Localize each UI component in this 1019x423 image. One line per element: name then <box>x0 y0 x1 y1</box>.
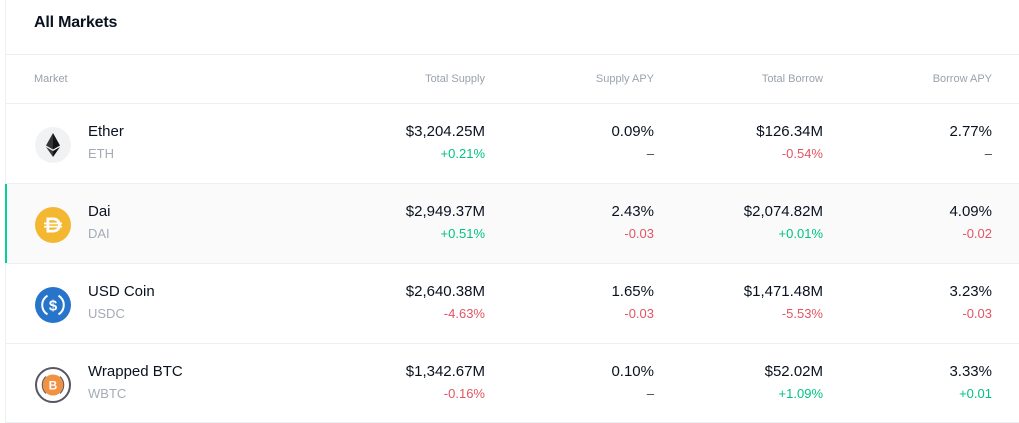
market-symbol: WBTC <box>88 386 127 401</box>
svg-text:B: B <box>49 379 58 393</box>
total-supply-value: $2,640.38M <box>405 283 485 300</box>
supply-apy-value: 2.43% <box>611 203 654 220</box>
total-borrow-change: +1.09% <box>778 386 823 401</box>
market-row-usd-coin[interactable]: $ USD Coin USDC $2,640.38M -4.63% 1.65% … <box>6 264 1019 343</box>
supply-apy-value: 1.65% <box>611 283 654 300</box>
total-borrow-value: $52.02M <box>764 363 823 380</box>
supply-apy-value: 0.09% <box>611 123 654 140</box>
borrow-apy-change: -0.03 <box>962 306 992 321</box>
borrow-apy-change: +0.01 <box>959 386 992 401</box>
divider <box>6 343 1019 344</box>
borrow-apy-change: – <box>984 146 992 161</box>
divider <box>6 54 1019 55</box>
borrow-apy-value: 2.77% <box>949 123 992 140</box>
column-header-total-supply[interactable]: Total Supply <box>425 73 485 85</box>
total-supply-value: $2,949.37M <box>405 203 485 220</box>
divider <box>6 103 1019 104</box>
total-borrow-change: +0.01% <box>778 226 823 241</box>
borrow-apy-value: 3.33% <box>949 363 992 380</box>
total-borrow-change: -0.54% <box>781 146 823 161</box>
borrow-apy-value: 4.09% <box>949 203 992 220</box>
usdc-icon: $ <box>35 287 71 323</box>
wbtc-icon: B <box>35 367 71 403</box>
market-name: Ether <box>88 123 124 140</box>
total-supply-value: $3,204.25M <box>405 123 485 140</box>
total-supply-change: -4.63% <box>443 306 485 321</box>
market-symbol: DAI <box>88 226 110 241</box>
total-borrow-value: $2,074.82M <box>743 203 823 220</box>
market-row-dai[interactable]: Dai DAI $2,949.37M +0.51% 2.43% -0.03 $2… <box>5 184 1019 263</box>
page-title: All Markets <box>34 14 118 31</box>
supply-apy-change: – <box>646 146 654 161</box>
svg-text:$: $ <box>49 298 58 315</box>
market-symbol: USDC <box>88 306 125 321</box>
all-markets-panel: All Markets Market Total Supply Supply A… <box>5 0 1019 423</box>
selected-row-indicator <box>5 184 7 263</box>
total-supply-change: -0.16% <box>443 386 485 401</box>
dai-icon <box>35 207 71 243</box>
market-name: USD Coin <box>88 283 155 300</box>
total-supply-change: +0.21% <box>440 146 485 161</box>
column-header-supply-apy[interactable]: Supply APY <box>595 73 654 85</box>
market-symbol: ETH <box>88 146 114 161</box>
supply-apy-value: 0.10% <box>611 363 654 380</box>
total-borrow-change: -5.53% <box>781 306 823 321</box>
total-borrow-value: $126.34M <box>756 123 823 140</box>
market-name: Dai <box>88 203 111 220</box>
supply-apy-change: -0.03 <box>624 226 654 241</box>
divider <box>6 263 1019 264</box>
supply-apy-change: -0.03 <box>624 306 654 321</box>
column-header-borrow-apy[interactable]: Borrow APY <box>932 73 992 85</box>
market-row-wrapped-btc[interactable]: B Wrapped BTC WBTC $1,342.67M -0.16% 0.1… <box>6 344 1019 423</box>
ether-icon <box>35 127 71 163</box>
borrow-apy-change: -0.02 <box>962 226 992 241</box>
market-row-ether[interactable]: Ether ETH $3,204.25M +0.21% 0.09% – $126… <box>6 104 1019 183</box>
total-supply-change: +0.51% <box>440 226 485 241</box>
column-header-total-borrow[interactable]: Total Borrow <box>761 73 823 85</box>
divider <box>6 183 1019 184</box>
borrow-apy-value: 3.23% <box>949 283 992 300</box>
total-borrow-value: $1,471.48M <box>743 283 823 300</box>
supply-apy-change: – <box>646 386 654 401</box>
column-header-market[interactable]: Market <box>34 73 68 85</box>
market-name: Wrapped BTC <box>88 363 183 380</box>
total-supply-value: $1,342.67M <box>405 363 485 380</box>
